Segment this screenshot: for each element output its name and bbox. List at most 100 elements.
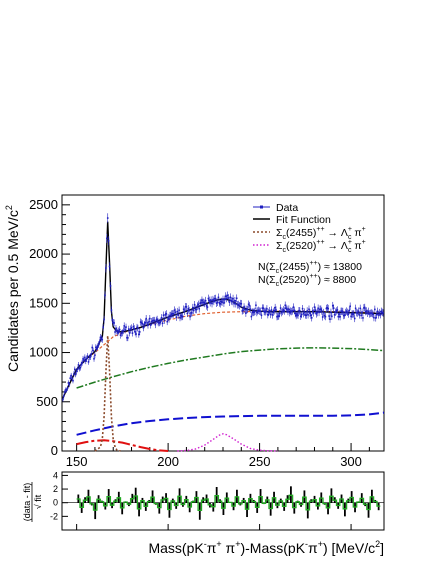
data-point <box>333 313 336 316</box>
data-point <box>97 343 100 346</box>
data-point <box>81 362 83 364</box>
data-point <box>301 307 304 310</box>
data-point <box>228 301 231 303</box>
data-point <box>190 311 192 314</box>
data-point <box>363 307 365 309</box>
data-point <box>310 314 312 317</box>
leg2-c-sup: + <box>348 239 352 246</box>
data-point <box>248 304 251 307</box>
data-point <box>278 312 281 315</box>
data-point <box>236 304 239 306</box>
data-point <box>358 314 361 316</box>
data-point <box>224 295 227 297</box>
data-point <box>72 379 74 382</box>
data-point <box>348 309 351 312</box>
data-point <box>187 308 190 310</box>
data-point <box>338 313 340 315</box>
data-point <box>68 383 71 386</box>
data-point <box>175 316 178 318</box>
x-axis-title: Mass(pK-π+ π+)-Mass(pK-π+) [MeV/c2] <box>148 539 384 556</box>
data-point <box>111 319 114 321</box>
data-point <box>364 310 367 313</box>
y-title-sup: 2 <box>4 205 14 210</box>
data-point <box>311 310 314 312</box>
xt-a: Mass(pK <box>148 540 204 556</box>
data-point <box>320 308 322 311</box>
data-point <box>313 306 316 308</box>
data-point <box>183 310 186 313</box>
data-point <box>77 364 80 366</box>
data-point <box>272 311 275 314</box>
data-point <box>130 327 133 329</box>
data-point <box>234 300 236 302</box>
data-point <box>230 299 233 302</box>
data-point <box>127 328 130 330</box>
data-point <box>170 314 172 317</box>
data-point <box>131 332 134 334</box>
data-point <box>250 315 253 318</box>
data-point <box>237 303 240 306</box>
leg1-b-sup: ++ <box>316 226 324 233</box>
data-point <box>153 319 156 322</box>
data-point <box>177 314 179 316</box>
data-point <box>179 316 181 319</box>
data-point <box>331 304 334 307</box>
data-point <box>200 301 202 304</box>
data-point <box>129 328 132 330</box>
data-point <box>300 313 303 316</box>
leg2-b: (2520) <box>286 240 316 252</box>
data-point <box>142 326 145 329</box>
data-point <box>356 312 359 314</box>
data-point <box>62 398 64 401</box>
data-point <box>134 331 136 333</box>
data-point <box>64 389 67 391</box>
data-point <box>208 299 211 302</box>
data-point <box>379 313 382 316</box>
leg1-c: → Λ <box>325 227 348 239</box>
data-point <box>263 310 265 313</box>
data-point <box>116 329 118 332</box>
main-x-tick-label: 300 <box>340 454 362 469</box>
data-point <box>373 316 375 319</box>
data-point <box>314 309 317 311</box>
data-point <box>143 323 146 326</box>
annotation-n2455: N(Σc(2455)++) ≈ 13800 <box>258 260 362 275</box>
data-point <box>176 310 179 313</box>
data-point <box>152 319 155 322</box>
data-point <box>340 310 342 313</box>
data-point <box>273 310 276 312</box>
data-point <box>275 309 277 311</box>
data-point <box>117 331 119 334</box>
data-point <box>216 301 219 303</box>
data-point <box>105 267 107 269</box>
data-point <box>88 356 91 359</box>
leg1-d-sup: + <box>362 226 366 233</box>
data-point <box>74 368 76 371</box>
leg2-d: π <box>352 240 362 252</box>
data-point <box>69 377 72 380</box>
data-point <box>163 319 166 322</box>
data-point <box>201 299 203 302</box>
data-point <box>308 308 310 311</box>
data-point <box>170 313 173 315</box>
data-point <box>149 324 152 326</box>
xt-b: π <box>207 540 217 556</box>
data-point <box>202 301 205 304</box>
data-point <box>321 316 324 318</box>
data-point <box>98 341 101 343</box>
data-point <box>360 314 362 317</box>
xt-g: ] <box>380 540 384 556</box>
ann1-c: ) ≈ 13800 <box>318 261 362 273</box>
data-point <box>299 315 302 318</box>
data-point <box>203 302 206 305</box>
data-point <box>365 310 368 312</box>
legend-item-data: Data <box>253 202 298 214</box>
data-point <box>260 314 263 317</box>
data-point <box>295 314 297 317</box>
data-point <box>318 311 320 314</box>
data-point <box>123 325 126 327</box>
data-point <box>158 322 160 324</box>
data-point <box>329 318 331 320</box>
xt-f: ) [MeV/c <box>323 540 375 556</box>
data-point <box>180 314 182 317</box>
